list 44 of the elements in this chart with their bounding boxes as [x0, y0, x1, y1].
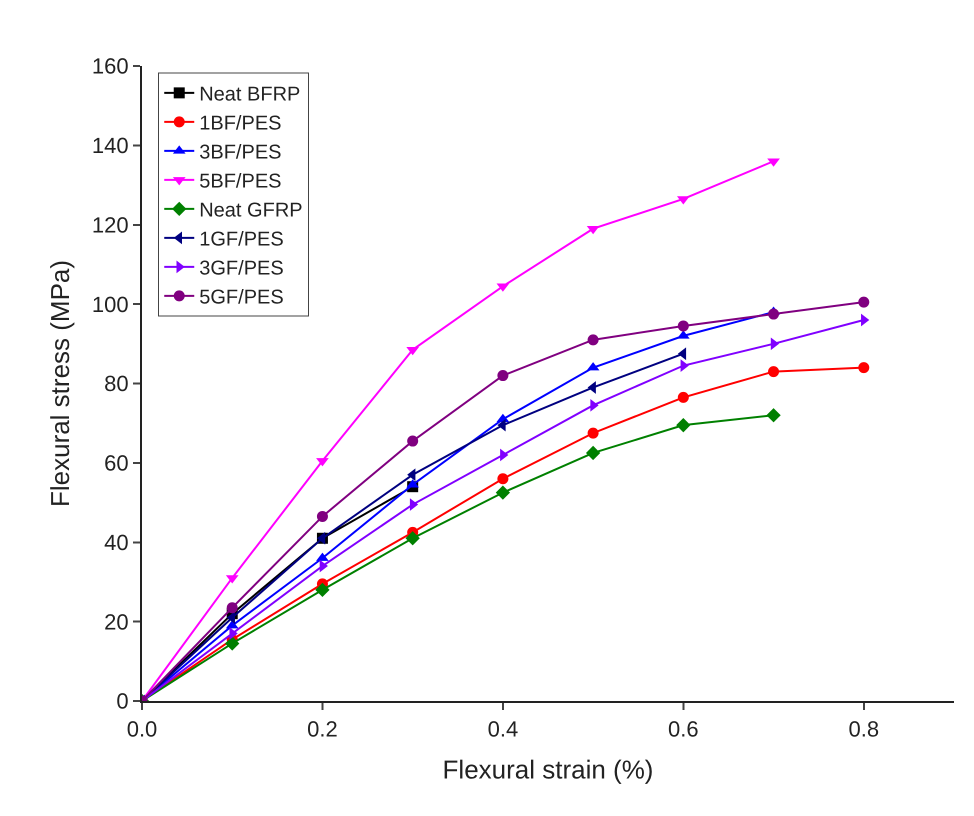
point: [768, 308, 780, 320]
y-tick-label: 60: [104, 450, 129, 476]
x-tick-label: 0.0: [126, 716, 158, 742]
y-tick-label: 100: [92, 292, 129, 317]
y-tick-label: 40: [104, 530, 129, 555]
point: [497, 370, 508, 382]
point: [588, 428, 599, 439]
y-tick-label: 20: [104, 609, 129, 634]
point: [768, 366, 780, 378]
legend-label: 5GF/PES: [199, 286, 284, 309]
x-tick-label: 0.4: [488, 716, 518, 742]
legend-label: 3BF/PES: [199, 142, 282, 164]
x-tick-label: 0.6: [668, 716, 699, 742]
point: [858, 362, 870, 374]
point: [225, 636, 240, 651]
point: [858, 296, 870, 308]
point: [407, 436, 418, 447]
x-tick-label: 0.2: [307, 716, 338, 742]
point: [586, 446, 600, 460]
point: [315, 582, 330, 598]
point: [676, 418, 690, 432]
legend-label: 1GF/PES: [199, 228, 284, 251]
y-axis-title: Flexural stress (MPa): [44, 260, 75, 508]
point: [766, 408, 781, 422]
point: [588, 334, 599, 346]
point: [678, 320, 689, 332]
y-tick-label: 80: [104, 371, 129, 396]
legend-label: 3GF/PES: [199, 258, 284, 280]
point: [406, 531, 420, 546]
y-tick-label: 120: [92, 212, 129, 238]
point: [496, 485, 510, 500]
y-tick-label: 0: [116, 688, 129, 714]
point: [226, 602, 238, 614]
y-tick-label: 160: [92, 54, 129, 79]
x-axis-title: Flexural strain (%): [442, 754, 654, 785]
legend-label: Neat BFRP: [199, 84, 300, 106]
legend-label: 1BF/PES: [199, 112, 282, 135]
point: [316, 510, 328, 522]
y-tick-label: 140: [92, 133, 129, 158]
x-tick-label: 0.8: [848, 716, 880, 742]
point: [497, 473, 508, 484]
point: [678, 392, 689, 403]
legend-label: 5BF/PES: [199, 170, 282, 193]
legend-label: Neat GFRP: [199, 200, 303, 222]
